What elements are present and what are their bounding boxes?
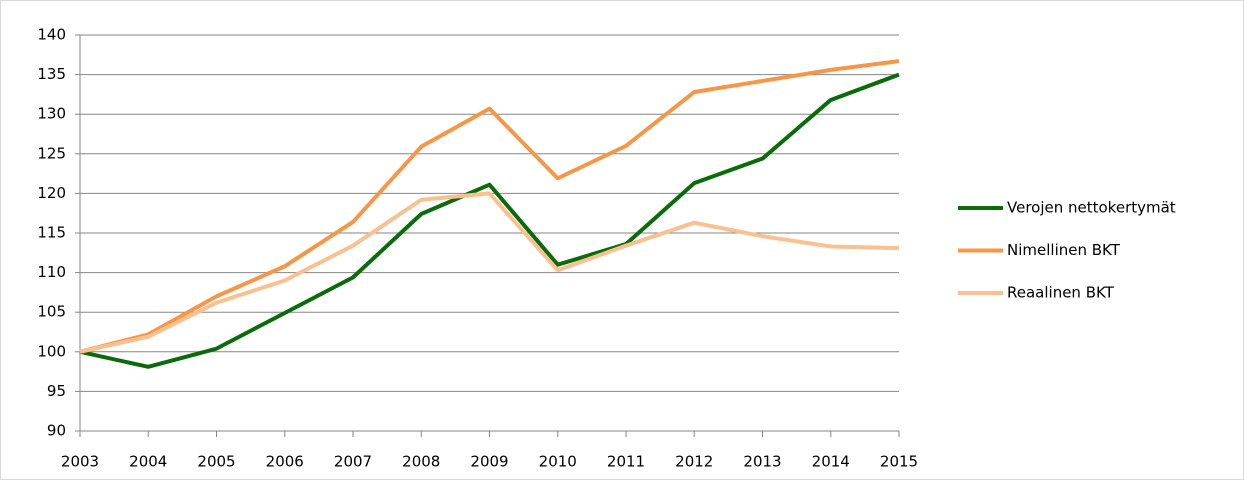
x-tick-label: 2011 [607,453,645,471]
y-tick-label: 140 [37,26,66,44]
x-tick-label: 2009 [470,453,508,471]
x-tick-label: 2005 [197,453,235,471]
series-line [79,191,900,354]
y-tick-label: 110 [37,263,66,281]
y-tick-label: 115 [37,224,66,242]
x-tick-label: 2003 [61,453,99,471]
series-line [79,59,900,354]
series-line [79,72,900,369]
x-tick-label: 2013 [743,453,781,471]
x-tick-label: 2010 [539,453,577,471]
y-tick-label: 125 [37,144,66,162]
legend-label: Nimellinen BKT [1007,241,1121,259]
y-tick-label: 100 [37,342,66,360]
x-tick-label: 2014 [812,453,850,471]
legend-label: Reaalinen BKT [1007,284,1115,302]
y-tick-label: 130 [37,105,66,123]
x-tick-label: 2007 [334,453,372,471]
x-tick-label: 2006 [266,453,304,471]
x-tick-label: 2008 [402,453,440,471]
y-tick-label: 105 [37,303,66,321]
y-tick-label: 135 [37,65,66,83]
y-tick-label: 95 [47,382,66,400]
x-tick-label: 2012 [675,453,713,471]
y-tick-label: 120 [37,184,66,202]
legend-label: Verojen nettokertymät [1007,199,1176,217]
x-tick-label: 2004 [129,453,167,471]
x-tick-label: 2015 [880,453,918,471]
y-tick-label: 90 [47,422,66,440]
